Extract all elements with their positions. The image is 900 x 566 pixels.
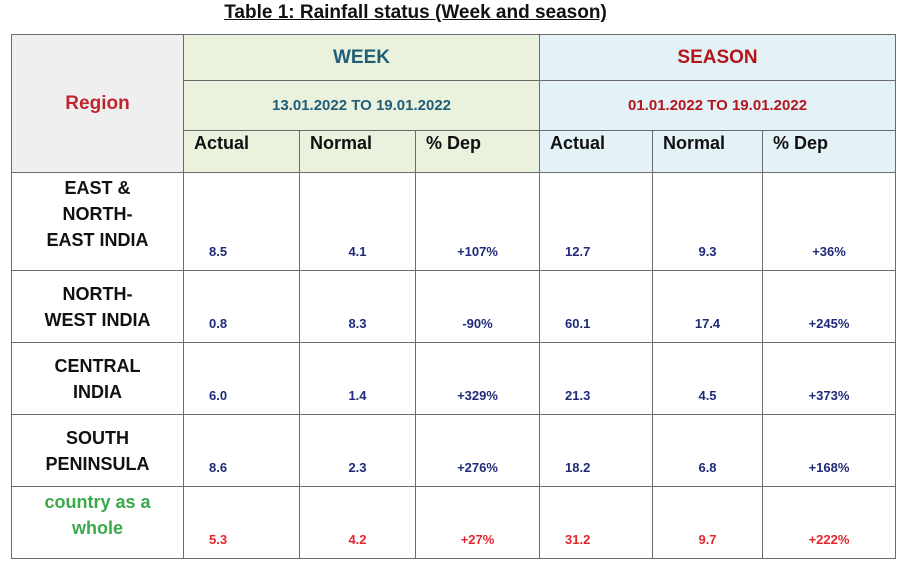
region-line: whole — [71, 518, 123, 538]
table-row: CENTRAL INDIA 6.0 1.4 +329% 21.3 4.5 +37… — [11, 342, 897, 415]
table-row: NORTH- WEST INDIA 0.8 8.3 -90% 60.1 17.4… — [11, 270, 897, 343]
season-header: SEASON — [539, 34, 897, 81]
table-row: EAST & NORTH- EAST INDIA 8.5 4.1 +107% 1… — [11, 172, 897, 271]
table-row-total: country as a whole 5.3 4.2 +27% 31.2 9.7… — [11, 486, 897, 559]
region-line: NORTH- — [62, 204, 133, 224]
week-normal-cell: 8.3 — [299, 270, 416, 343]
week-dep-cell: -90% — [414, 270, 541, 343]
region-line: country as a — [44, 492, 151, 512]
region-line: NORTH- — [62, 283, 133, 304]
table-row: SOUTH PENINSULA 8.6 2.3 +276% 18.2 6.8 +… — [11, 414, 897, 487]
season-actual-cell: 31.2 — [539, 486, 654, 559]
region-line: SOUTH — [66, 427, 129, 448]
season-normal-cell: 9.3 — [652, 172, 764, 271]
week-dep-cell: +329% — [414, 342, 541, 415]
week-actual-cell: 0.8 — [183, 270, 300, 343]
week-normal-cell: 2.3 — [299, 414, 416, 487]
season-dep-cell: +373% — [762, 342, 897, 415]
season-normal-cell: 6.8 — [652, 414, 764, 487]
week-normal-cell: 4.2 — [299, 486, 416, 559]
region-cell: NORTH- WEST INDIA — [11, 270, 184, 343]
season-normal-cell: 17.4 — [652, 270, 764, 343]
col-week-actual: Actual — [183, 130, 300, 173]
season-dep-cell: +222% — [762, 486, 897, 559]
week-actual-cell: 8.6 — [183, 414, 300, 487]
region-cell: country as a whole — [11, 486, 184, 559]
week-dep-cell: +276% — [414, 414, 541, 487]
season-actual-cell: 12.7 — [539, 172, 654, 271]
region-line: EAST INDIA — [46, 230, 149, 250]
week-dep-cell: +107% — [414, 172, 541, 271]
week-normal-cell: 4.1 — [299, 172, 416, 271]
region-line: WEST INDIA — [44, 309, 151, 330]
season-actual-cell: 21.3 — [539, 342, 654, 415]
week-dep-cell: +27% — [414, 486, 541, 559]
rainfall-table: Region WEEK SEASON 13.01.2022 TO 19.01.2… — [11, 34, 897, 559]
region-header: Region — [11, 34, 184, 173]
season-actual-cell: 18.2 — [539, 414, 654, 487]
week-normal-cell: 1.4 — [299, 342, 416, 415]
week-range: 13.01.2022 TO 19.01.2022 — [182, 80, 541, 131]
col-season-normal: Normal — [652, 130, 764, 173]
week-actual-cell: 8.5 — [183, 172, 300, 271]
week-actual-cell: 6.0 — [183, 342, 300, 415]
col-season-dep: % Dep — [762, 130, 897, 173]
region-cell: EAST & NORTH- EAST INDIA — [11, 172, 184, 271]
region-line: INDIA — [73, 381, 122, 402]
week-actual-cell: 5.3 — [183, 486, 300, 559]
table-title: Table 1: Rainfall status (Week and seaso… — [224, 2, 607, 23]
region-cell: CENTRAL INDIA — [11, 342, 184, 415]
region-line: CENTRAL — [54, 355, 141, 376]
season-dep-cell: +245% — [762, 270, 897, 343]
season-normal-cell: 4.5 — [652, 342, 764, 415]
season-dep-cell: +36% — [762, 172, 897, 271]
season-dep-cell: +168% — [762, 414, 897, 487]
week-header: WEEK — [182, 34, 541, 81]
col-season-actual: Actual — [539, 130, 654, 173]
col-week-dep: % Dep — [414, 130, 541, 173]
col-week-normal: Normal — [299, 130, 416, 173]
region-line: EAST & — [64, 178, 131, 198]
season-normal-cell: 9.7 — [652, 486, 764, 559]
season-actual-cell: 60.1 — [539, 270, 654, 343]
region-line: PENINSULA — [45, 453, 150, 474]
region-cell: SOUTH PENINSULA — [11, 414, 184, 487]
season-range: 01.01.2022 TO 19.01.2022 — [539, 80, 897, 131]
